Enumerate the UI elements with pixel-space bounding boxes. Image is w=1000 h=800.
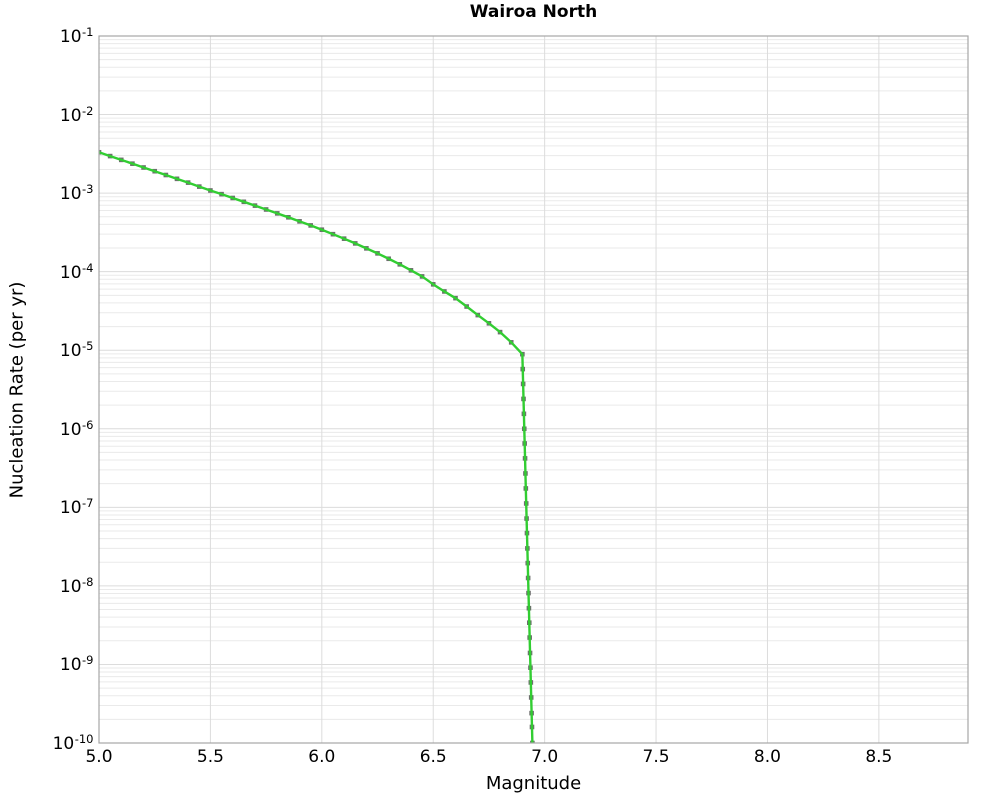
x-tick-label: 5.0	[85, 747, 113, 767]
plot-frame	[98, 35, 969, 744]
x-tick-label: 7.0	[531, 747, 559, 767]
y-tick-label: 10-9	[59, 653, 94, 676]
series-nucleation-rate	[99, 149, 535, 743]
y-tick-base: 10	[59, 341, 82, 362]
y-tick-exponent: -8	[82, 575, 94, 590]
y-tick-exponent: -1	[82, 25, 94, 40]
y-axis-label: Nucleation Rate (per yr)	[6, 281, 28, 499]
y-tick-label: 10-1	[59, 25, 94, 47]
y-tick-base: 10	[59, 498, 82, 519]
y-tick-base: 10	[52, 733, 75, 754]
y-tick-label: 10-6	[59, 417, 94, 440]
y-tick-label: 10-10	[52, 732, 94, 754]
y-tick-base: 10	[59, 183, 82, 204]
y-tick-label: 10-8	[59, 575, 94, 597]
series-line	[99, 151, 534, 743]
y-tick-exponent: -9	[82, 653, 94, 668]
x-tick-label: 5.5	[196, 747, 224, 767]
y-tick-exponent: -10	[74, 732, 94, 747]
y-tick-base: 10	[59, 655, 82, 676]
y-tick-exponent: -2	[82, 103, 94, 118]
y-tick-exponent: -7	[82, 496, 94, 511]
x-axis-label: Magnitude	[485, 773, 582, 794]
x-tick-label: 8.0	[753, 747, 781, 767]
y-tick-label: 10-7	[59, 496, 94, 519]
x-tick-label: 6.5	[419, 747, 447, 767]
y-tick-exponent: -3	[82, 182, 94, 197]
x-tick-label: 8.5	[865, 747, 893, 767]
y-tick-base: 10	[59, 26, 82, 47]
y-tick-label: 10-3	[59, 182, 94, 204]
chart-title: Wairoa North	[469, 2, 598, 22]
y-tick-base: 10	[59, 105, 82, 126]
y-tick-exponent: -6	[82, 417, 94, 432]
x-tick-label: 6.0	[308, 747, 336, 767]
y-tick-exponent: -4	[82, 260, 94, 275]
y-tick-label: 10-5	[59, 339, 94, 362]
y-tick-base: 10	[59, 262, 82, 283]
y-tick-label: 10-4	[59, 260, 94, 283]
y-tick-base: 10	[59, 576, 82, 597]
x-tick-label: 7.5	[642, 747, 670, 767]
y-tick-label: 10-2	[59, 103, 94, 126]
y-tick-base: 10	[59, 419, 82, 440]
y-tick-exponent: -5	[82, 339, 94, 354]
